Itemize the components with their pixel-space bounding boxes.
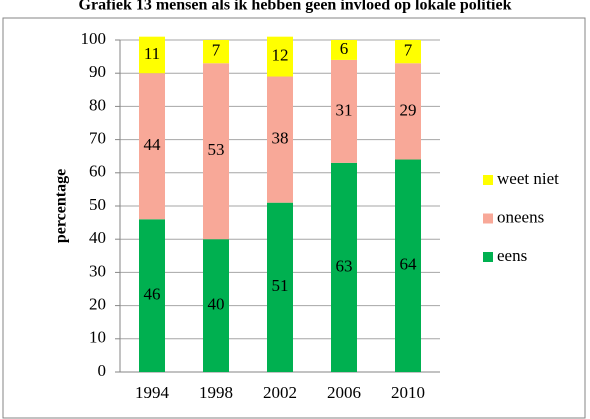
legend-swatch: [483, 175, 493, 185]
bar-segment: [395, 159, 421, 372]
chart-frame: [2, 17, 586, 419]
y-tick-label: 40: [89, 228, 106, 247]
data-label: 64: [400, 255, 418, 274]
data-label: 63: [336, 256, 353, 275]
y-tick-label: 70: [89, 129, 106, 148]
data-label: 38: [272, 129, 289, 148]
bar-segment: [395, 40, 421, 64]
bar-segment: [331, 59, 357, 163]
bar-segment: [267, 76, 293, 203]
data-label: 6: [340, 39, 349, 58]
data-label: 53: [208, 140, 225, 159]
data-label: 29: [400, 100, 417, 119]
chart-title: Grafiek 13 mensen als ik hebben geen inv…: [79, 0, 512, 14]
bar-segment: [331, 40, 357, 60]
data-label: 7: [212, 41, 221, 60]
bar-segment: [267, 202, 293, 372]
legend-swatch: [483, 252, 493, 262]
x-tick-label: 1994: [135, 383, 170, 402]
y-tick-label: 100: [81, 29, 107, 48]
bar-segment: [139, 73, 165, 220]
data-label: 44: [144, 135, 162, 154]
bar-segment: [267, 36, 293, 77]
bar-segment: [203, 239, 229, 372]
y-tick-label: 20: [89, 295, 106, 314]
data-label: 7: [404, 41, 413, 60]
bar-segment: [139, 36, 165, 74]
legend-label: eens: [497, 246, 527, 265]
y-tick-label: 50: [89, 195, 106, 214]
data-label: 11: [144, 44, 160, 63]
legend-swatch: [483, 213, 493, 224]
y-tick-label: 0: [98, 361, 107, 380]
bar-segment: [139, 219, 165, 372]
bar-segment: [203, 40, 229, 64]
x-tick-label: 2010: [391, 383, 425, 402]
x-tick-label: 1998: [199, 383, 233, 402]
y-tick-label: 30: [89, 261, 106, 280]
data-label: 46: [144, 285, 161, 304]
x-tick-label: 2006: [327, 383, 361, 402]
data-label: 51: [272, 276, 289, 295]
bar-segment: [395, 63, 421, 160]
y-axis-label: percentage: [53, 169, 70, 243]
y-tick-label: 90: [89, 62, 106, 81]
data-label: 12: [272, 46, 289, 65]
legend-label: weet niet: [497, 169, 559, 188]
y-tick-label: 60: [89, 162, 106, 181]
y-tick-label: 80: [89, 95, 106, 114]
bar-segment: [331, 162, 357, 372]
y-tick-label: 10: [89, 328, 106, 347]
data-label: 31: [336, 100, 353, 119]
data-label: 40: [208, 295, 225, 314]
legend-label: oneens: [497, 207, 544, 226]
x-tick-label: 2002: [263, 383, 297, 402]
bar-segment: [203, 63, 229, 240]
